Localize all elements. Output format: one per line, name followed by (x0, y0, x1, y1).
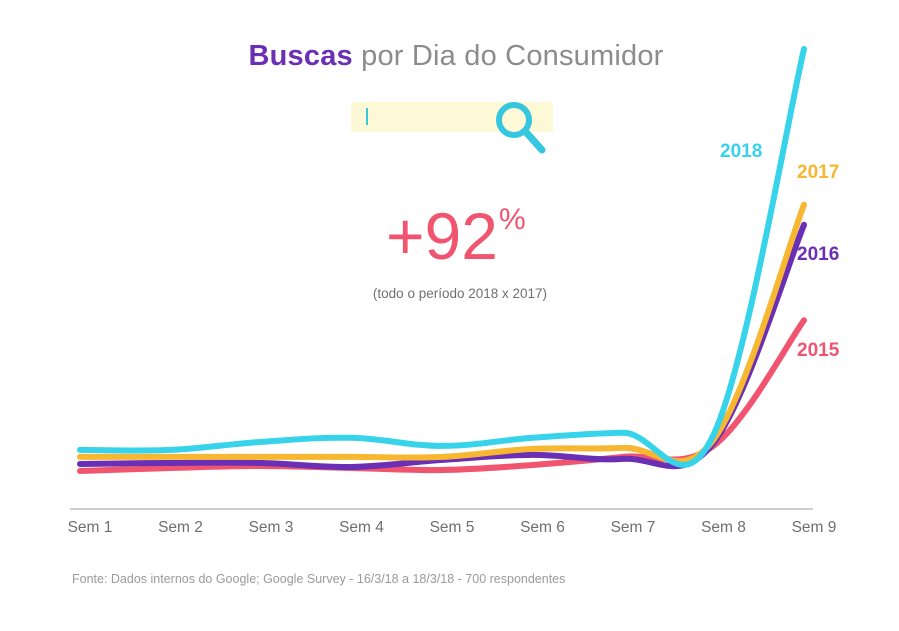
series-line-2017 (77, 201, 807, 465)
x-tick-label: Sem 1 (68, 519, 113, 536)
x-tick-label: Sem 8 (701, 519, 746, 536)
chart-title-bold: Buscas (248, 40, 353, 72)
chart-title: Buscas por Dia do Consumidor (0, 40, 899, 73)
search-icon (496, 102, 546, 154)
series-line-2018 (77, 45, 807, 468)
series-label-2017: 2017 (797, 162, 839, 183)
series-line-2016 (77, 221, 807, 471)
chart-title-rest: por Dia do Consumidor (352, 40, 664, 72)
tick-layer: Sem 1 Sem 2 Sem 3 Sem 4 Sem 5 Sem 6 Sem 7 Sem 8… (68, 519, 837, 536)
x-tick-label: Sem 6 (520, 519, 565, 536)
series-label-2018: 2018 (720, 141, 762, 162)
growth-value: +92 (386, 199, 498, 273)
source-note: Fonte: Dados internos do Google; Google … (72, 572, 566, 586)
x-tick-label: Sem 7 (611, 519, 656, 536)
growth-caption: (todo o período 2018 x 2017) (372, 286, 548, 301)
text-cursor (366, 108, 368, 125)
x-tick-label: Sem 9 (792, 519, 837, 536)
series-label-2015: 2015 (797, 340, 840, 361)
series-layer (77, 45, 807, 474)
growth-stat: +92% (386, 196, 526, 276)
x-tick-label: Sem 3 (249, 519, 294, 536)
x-tick-label: Sem 5 (430, 519, 475, 536)
x-tick-label: Sem 4 (339, 519, 384, 536)
series-label-2016: 2016 (797, 244, 839, 265)
growth-unit: % (498, 203, 526, 236)
label-layer: 2015 2016 2017 2018 (720, 141, 840, 361)
x-tick-label: Sem 2 (158, 519, 203, 536)
